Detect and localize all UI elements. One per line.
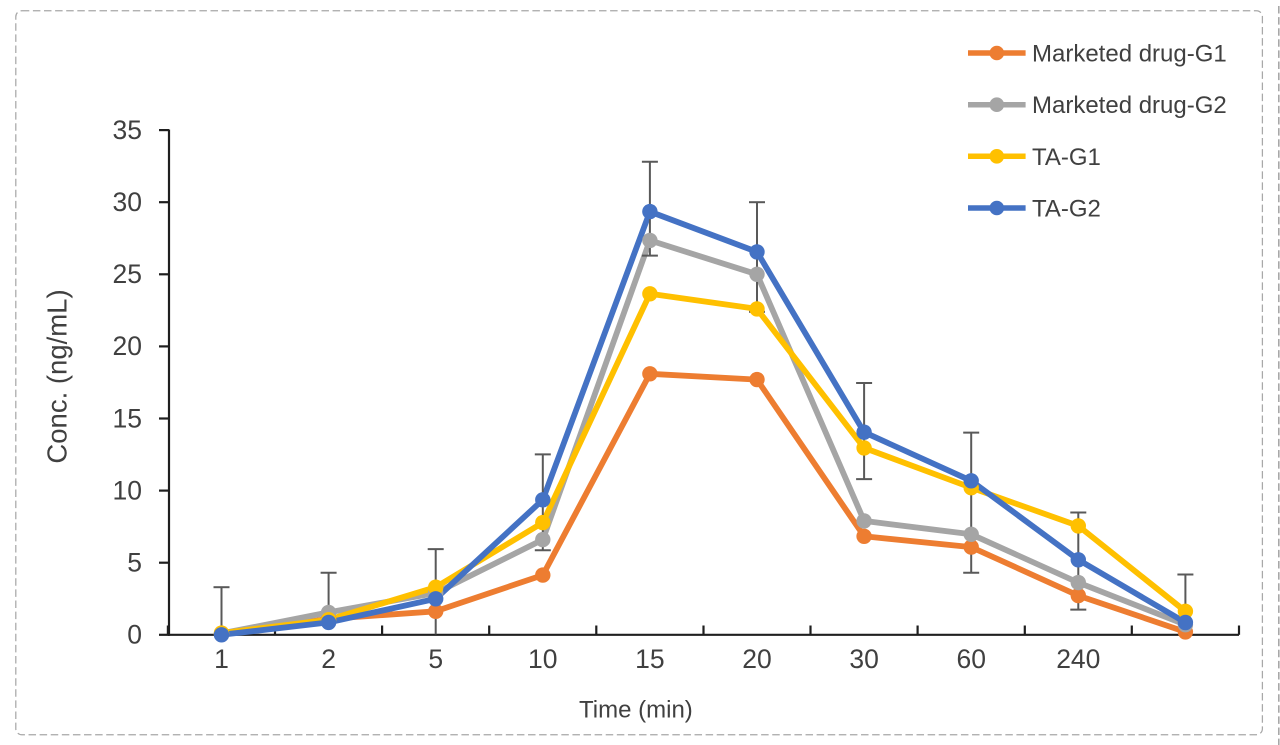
svg-text:20: 20 — [113, 331, 142, 361]
svg-text:5: 5 — [428, 644, 443, 674]
svg-text:20: 20 — [742, 644, 771, 674]
svg-text:10: 10 — [113, 475, 142, 505]
svg-text:2: 2 — [321, 644, 336, 674]
svg-text:15: 15 — [113, 403, 142, 433]
svg-text:30: 30 — [849, 644, 878, 674]
svg-text:0: 0 — [127, 620, 142, 650]
svg-text:60: 60 — [956, 644, 985, 674]
svg-text:Time (min): Time (min) — [579, 697, 693, 724]
svg-text:35: 35 — [113, 115, 142, 145]
svg-text:30: 30 — [113, 187, 142, 217]
svg-text:15: 15 — [635, 644, 664, 674]
svg-text:Marketed drug-G2: Marketed drug-G2 — [1032, 92, 1227, 119]
svg-text:1: 1 — [214, 644, 229, 674]
svg-text:Marketed drug-G1: Marketed drug-G1 — [1032, 41, 1227, 68]
svg-text:10: 10 — [528, 644, 557, 674]
svg-text:5: 5 — [127, 548, 142, 578]
svg-text:Conc. (ng/mL): Conc. (ng/mL) — [42, 289, 73, 463]
svg-text:240: 240 — [1056, 644, 1100, 674]
svg-text:25: 25 — [113, 259, 142, 289]
svg-text:TA-G2: TA-G2 — [1032, 196, 1101, 223]
svg-text:TA-G1: TA-G1 — [1032, 144, 1101, 171]
